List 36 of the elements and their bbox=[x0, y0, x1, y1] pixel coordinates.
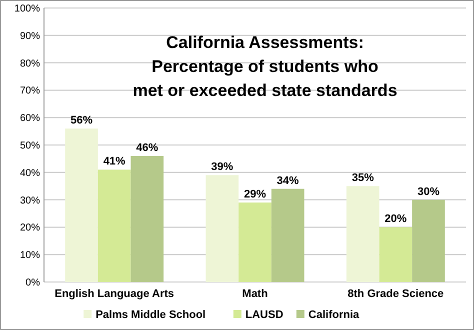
data-label: 30% bbox=[417, 186, 440, 198]
x-tick-label: English Language Arts bbox=[54, 288, 174, 300]
legend-label: California bbox=[308, 309, 360, 321]
legend-label: Palms Middle School bbox=[96, 309, 206, 321]
bar bbox=[271, 188, 304, 282]
y-tick-label: 60% bbox=[20, 113, 40, 124]
text: California Assessments: Percentage of students who met or exceeded state standards bbox=[132, 33, 398, 100]
bar bbox=[346, 186, 380, 282]
y-tick-label: 40% bbox=[20, 168, 40, 179]
bar bbox=[412, 200, 445, 282]
bar bbox=[238, 202, 272, 282]
y-tick-label: 10% bbox=[20, 250, 40, 262]
x-tick-label: Math bbox=[242, 288, 268, 300]
bar bbox=[65, 128, 98, 282]
y-tick-label: 30% bbox=[20, 195, 40, 206]
data-label: 20% bbox=[384, 213, 407, 226]
y-tick-label: 0% bbox=[26, 278, 40, 288]
data-label: 29% bbox=[244, 188, 266, 201]
bar bbox=[98, 170, 131, 282]
y-tick-label: 100% bbox=[14, 4, 40, 14]
data-label: 41% bbox=[103, 156, 126, 168]
y-tick-label: 50% bbox=[20, 140, 40, 152]
data-label: 34% bbox=[276, 174, 300, 187]
bar bbox=[206, 175, 239, 282]
legend-label: LAUSD bbox=[245, 309, 284, 321]
y-tick-label: 70% bbox=[20, 86, 40, 97]
data-label: 56% bbox=[70, 114, 93, 127]
data-label: 35% bbox=[352, 172, 374, 184]
y-tick-label: 90% bbox=[20, 30, 40, 42]
bar bbox=[130, 156, 164, 282]
data-label: 39% bbox=[211, 161, 234, 174]
bar bbox=[379, 227, 412, 282]
data-label: 46% bbox=[136, 142, 158, 154]
y-tick-label: 80% bbox=[20, 58, 40, 70]
y-tick-label: 20% bbox=[20, 222, 40, 234]
x-tick-label: 8th Grade Science bbox=[348, 288, 444, 300]
